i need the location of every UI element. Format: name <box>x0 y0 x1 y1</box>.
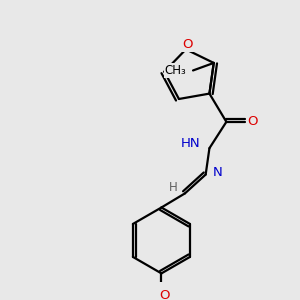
Text: H: H <box>169 181 177 194</box>
Text: O: O <box>248 115 258 128</box>
Text: CH₃: CH₃ <box>165 64 186 77</box>
Text: HN: HN <box>180 137 200 150</box>
Text: O: O <box>182 38 193 51</box>
Text: N: N <box>213 166 223 179</box>
Text: O: O <box>159 290 169 300</box>
